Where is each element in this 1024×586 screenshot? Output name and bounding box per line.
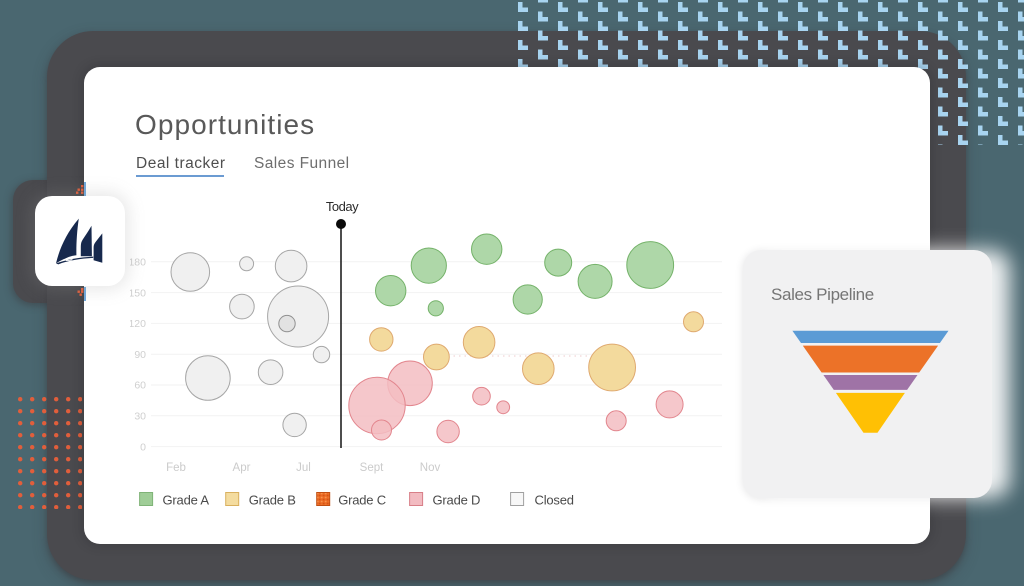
svg-text:Jul: Jul xyxy=(296,462,311,474)
svg-text:Nov: Nov xyxy=(420,462,441,474)
svg-text:Grade A: Grade A xyxy=(163,493,210,508)
svg-text:Closed: Closed xyxy=(535,493,574,508)
svg-text:180: 180 xyxy=(130,257,146,269)
svg-text:Grade C: Grade C xyxy=(338,493,386,508)
svg-text:120: 120 xyxy=(130,318,146,330)
svg-text:90: 90 xyxy=(134,349,146,361)
svg-text:Today: Today xyxy=(326,199,359,214)
svg-text:Grade B: Grade B xyxy=(249,493,296,508)
svg-text:0: 0 xyxy=(140,441,146,453)
svg-text:60: 60 xyxy=(134,380,146,392)
svg-text:30: 30 xyxy=(134,411,146,423)
svg-text:Apr: Apr xyxy=(233,462,251,474)
svg-text:150: 150 xyxy=(130,287,146,299)
svg-text:Sept: Sept xyxy=(360,462,384,474)
svg-text:Feb: Feb xyxy=(166,462,186,474)
svg-text:Grade D: Grade D xyxy=(433,493,481,508)
